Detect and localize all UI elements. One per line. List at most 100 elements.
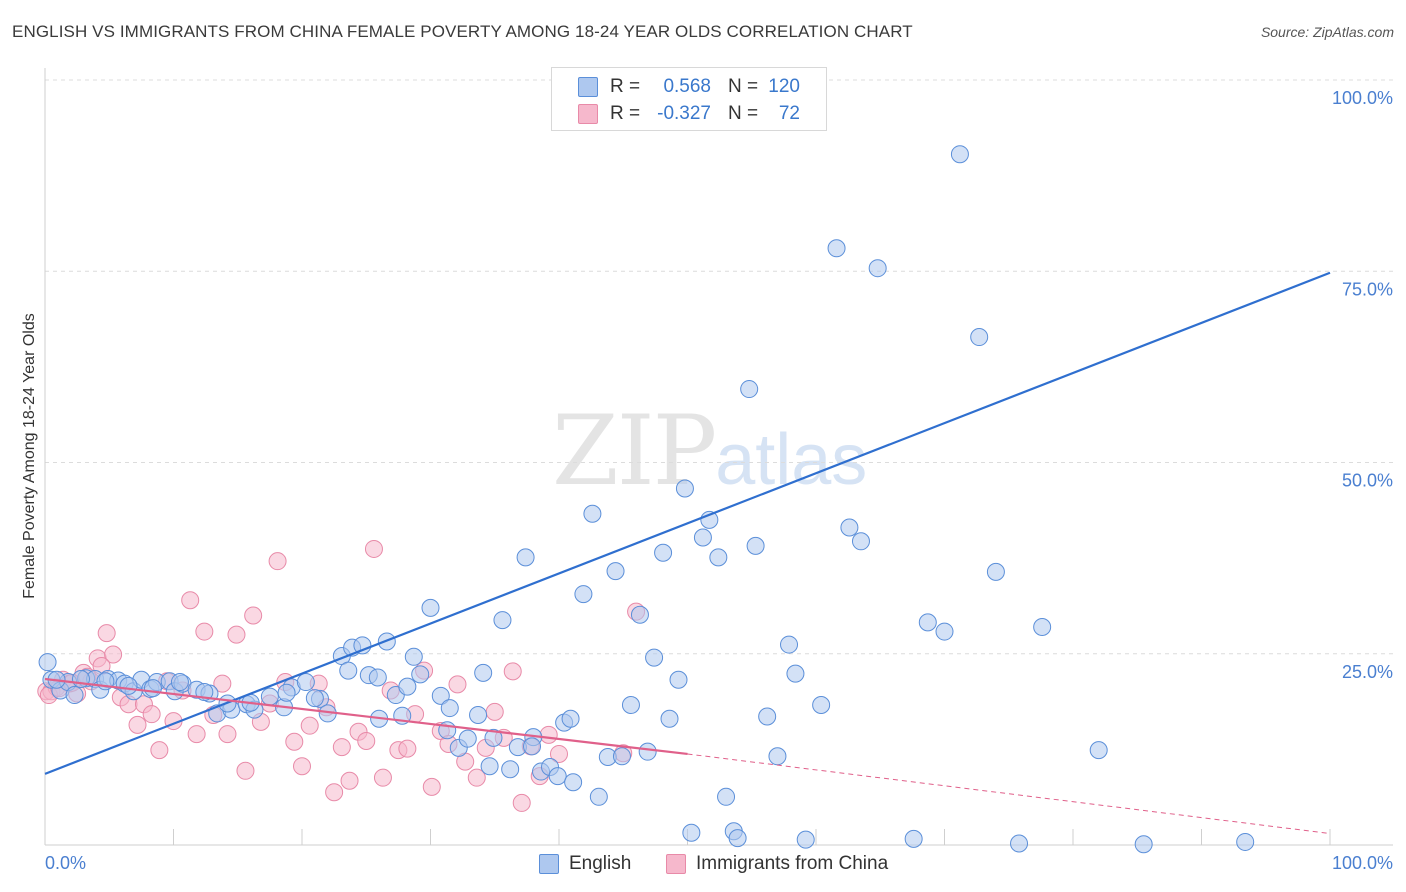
english-point	[501, 760, 520, 779]
china-point	[550, 744, 568, 763]
english-point	[693, 528, 712, 547]
english-point	[970, 328, 989, 347]
bottom-legend: English Immigrants from China	[0, 852, 1406, 878]
axis-labels: 25.0% 50.0% 75.0% 100.0% 0.0% 100.0% Female Po…	[21, 88, 1393, 873]
english-point	[851, 532, 870, 551]
china-point	[150, 741, 169, 760]
legend-r-label: R =	[610, 76, 641, 97]
english-point	[561, 709, 580, 728]
english-swatch	[578, 77, 598, 97]
english-point	[630, 605, 649, 624]
english-point	[404, 647, 423, 666]
china-label: Immigrants from China	[696, 853, 889, 874]
english-point	[918, 613, 937, 632]
english-point	[780, 635, 799, 654]
english-point	[1236, 832, 1255, 851]
china-point	[142, 705, 161, 724]
english-point	[368, 668, 387, 687]
china-point	[357, 731, 376, 750]
english-point	[660, 709, 679, 728]
legend-n-label: N =	[728, 103, 759, 124]
english-points	[38, 145, 1255, 854]
english-point	[339, 661, 358, 680]
china-swatch	[578, 104, 598, 124]
china-point	[285, 732, 304, 751]
english-point	[840, 518, 859, 537]
english-point	[768, 747, 787, 766]
english-point	[740, 380, 759, 399]
china-point	[293, 757, 311, 776]
english-point	[812, 696, 831, 715]
china-point	[373, 768, 392, 787]
china-point	[485, 702, 504, 721]
english-point	[458, 729, 477, 748]
china-point	[195, 622, 214, 641]
english-point	[484, 728, 503, 747]
english-point	[796, 830, 815, 849]
china-point	[236, 761, 255, 780]
y-tick-label: 75.0%	[1342, 279, 1393, 299]
english-point	[296, 673, 315, 692]
english-point	[1134, 835, 1153, 854]
english-point	[548, 767, 567, 786]
china-point	[227, 625, 246, 644]
english-point	[589, 787, 608, 806]
english-point	[411, 665, 430, 684]
english-point	[170, 673, 189, 692]
english-point	[612, 747, 631, 766]
china-point	[213, 674, 232, 693]
english-point	[786, 664, 805, 683]
english-point	[904, 829, 923, 848]
english-point	[746, 536, 765, 555]
english-point	[480, 757, 499, 776]
china-point	[364, 539, 383, 558]
x-tick-label: 0.0%	[45, 853, 86, 873]
x-tick-label: 100.0%	[1332, 853, 1393, 873]
watermark-atlas: atlas	[715, 420, 868, 500]
legend: R = 0.568 N = 120 R = -0.327 N = 72	[551, 67, 827, 131]
english-point	[654, 543, 673, 562]
china-trend-extension	[687, 753, 1331, 835]
english-point	[675, 479, 694, 498]
english-point	[950, 145, 969, 164]
english-point	[523, 737, 542, 756]
english-point	[935, 622, 954, 641]
english-point	[119, 676, 138, 695]
english-point	[564, 773, 583, 792]
english-point	[1033, 617, 1052, 636]
china-point	[268, 552, 287, 571]
english-point	[398, 677, 417, 696]
china-point	[187, 725, 206, 744]
english-point	[606, 562, 625, 581]
english-point	[583, 504, 602, 523]
legend-r-label: R =	[610, 103, 641, 124]
english-point	[493, 611, 512, 630]
china-point	[325, 783, 344, 802]
legend-r-value: -0.327	[657, 103, 711, 124]
english-point	[1010, 834, 1029, 853]
china-point	[300, 716, 319, 735]
source-note: Source: ZipAtlas.com	[1260, 24, 1394, 40]
china-point	[539, 725, 558, 744]
china-point	[332, 738, 351, 757]
english-point	[277, 683, 296, 702]
english-label: English	[569, 853, 632, 874]
legend-n-label: N =	[728, 76, 759, 97]
china-point	[503, 662, 522, 681]
english-point	[431, 686, 450, 705]
china-swatch	[666, 854, 686, 874]
english-point	[421, 598, 440, 617]
china-point	[340, 771, 359, 790]
english-point	[474, 663, 493, 682]
trend-lines	[44, 271, 1331, 835]
gridlines	[45, 79, 1393, 655]
english-point	[986, 562, 1005, 581]
china-point	[104, 645, 123, 664]
english-point	[717, 787, 736, 806]
china-point	[218, 725, 237, 744]
english-trend-line	[44, 271, 1331, 775]
axes	[44, 68, 1393, 846]
china-point	[181, 591, 200, 610]
legend-r-value: 0.568	[663, 76, 711, 97]
